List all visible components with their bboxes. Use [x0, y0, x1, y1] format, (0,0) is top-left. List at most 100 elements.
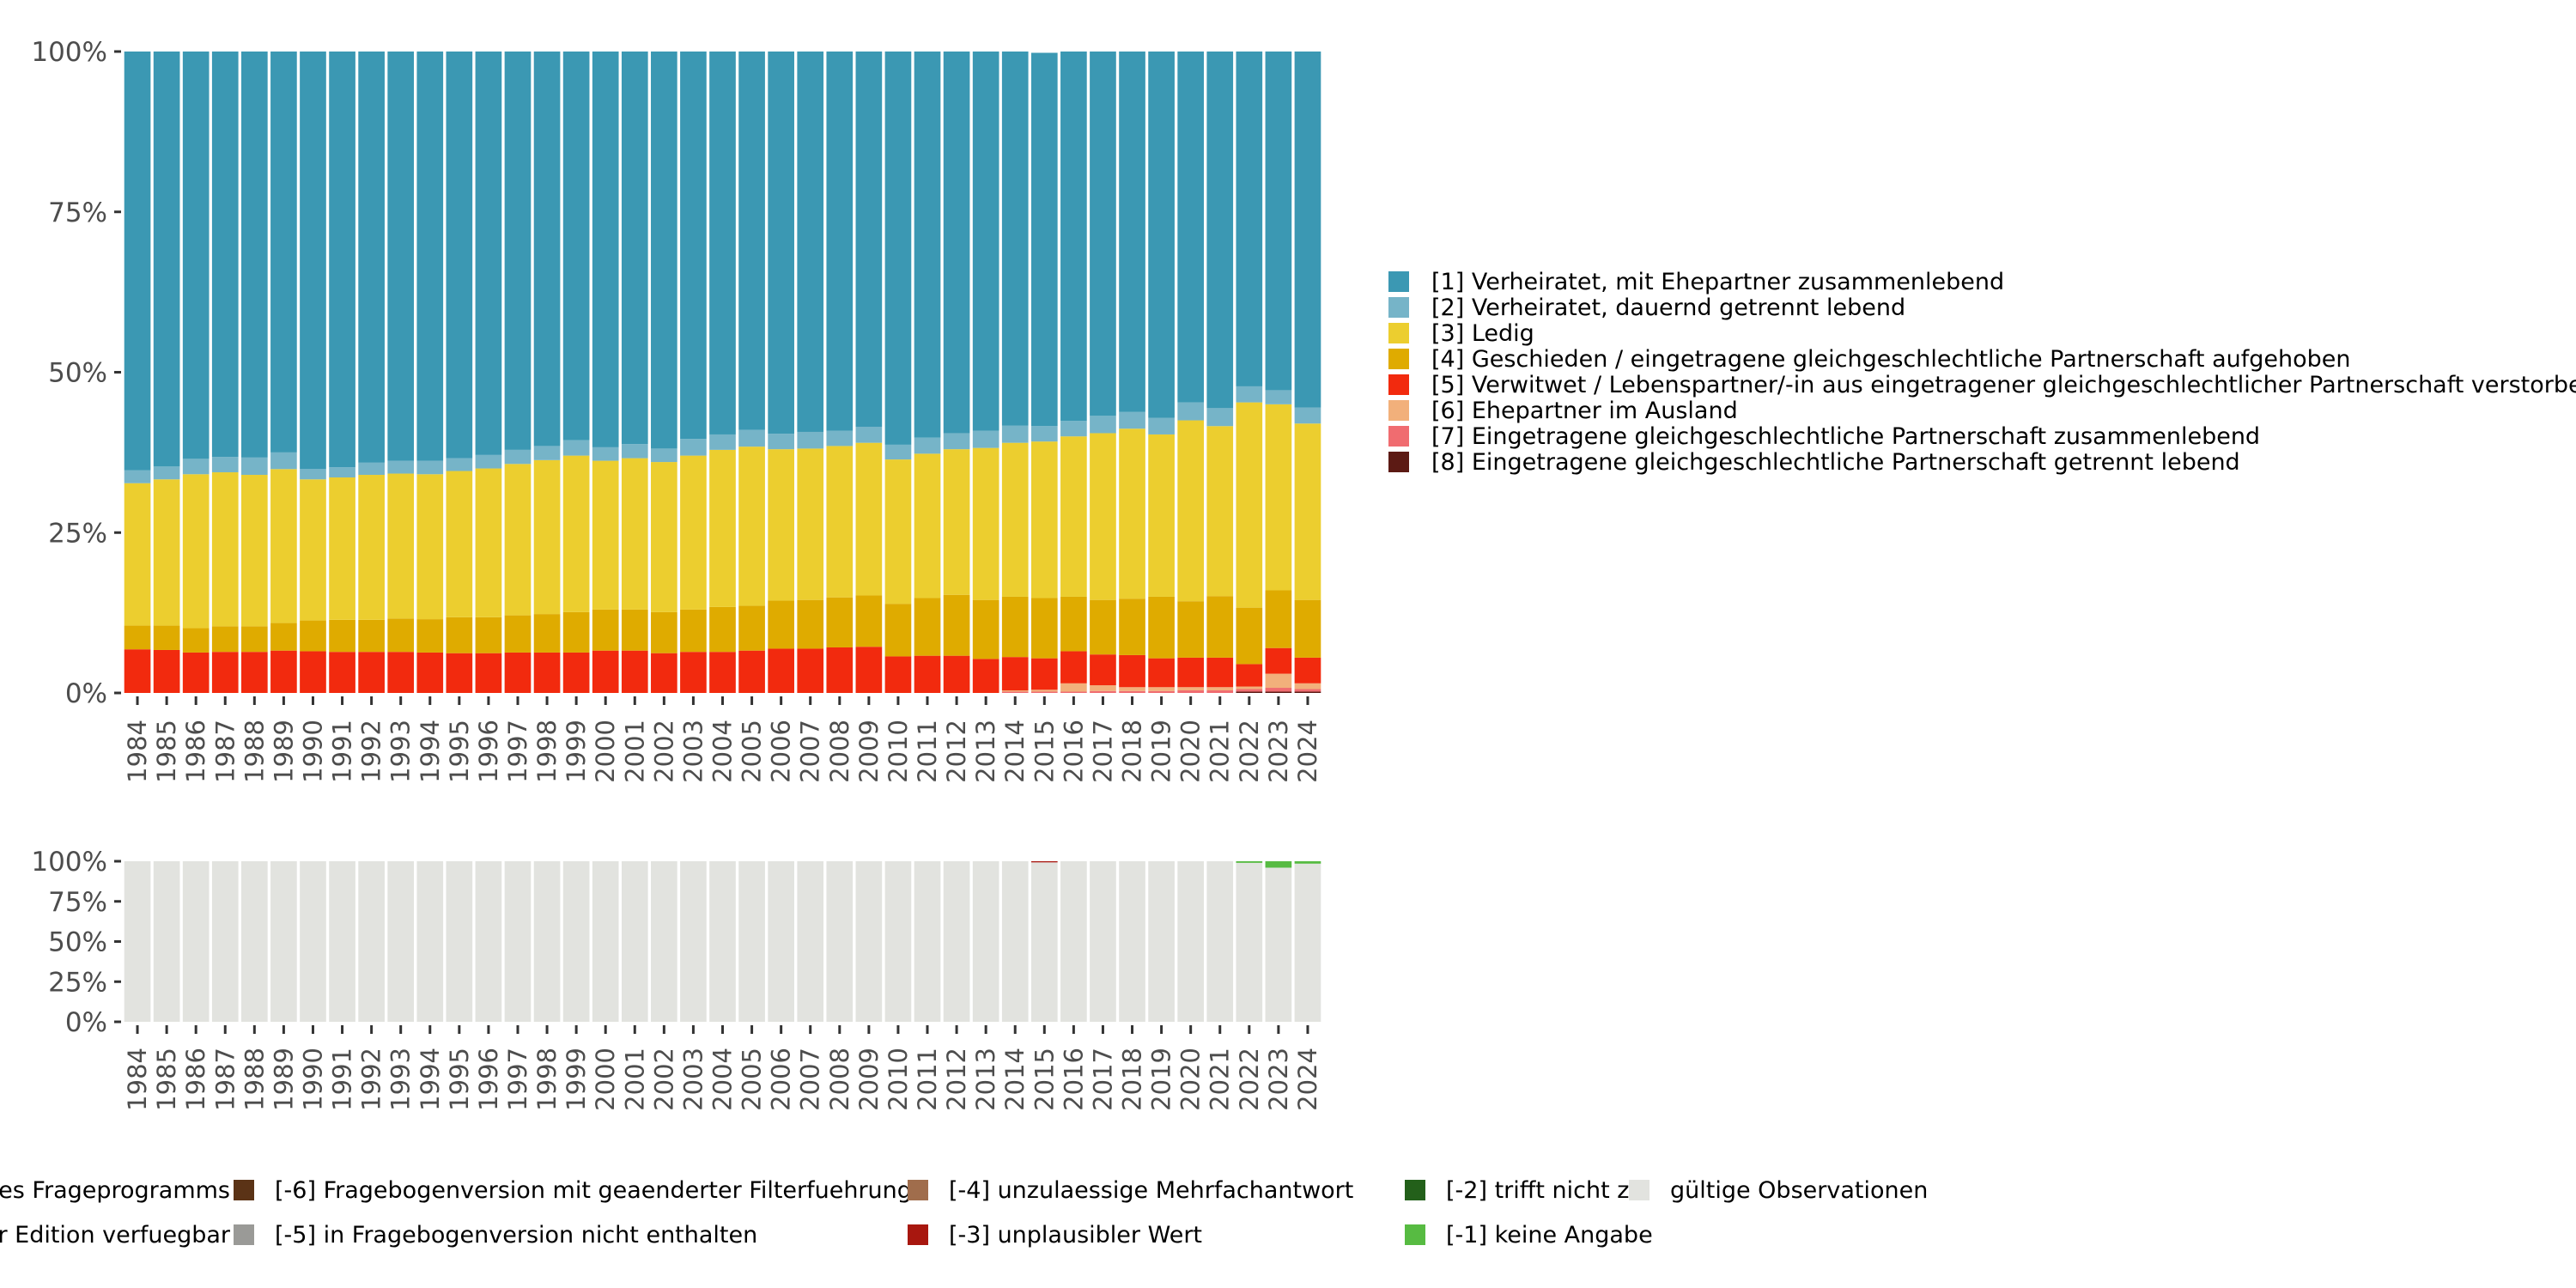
- top-bar-2001-1-verheiratet-mit-ehepar: [621, 52, 648, 445]
- top-bar-2012-3-ledig: [943, 449, 970, 595]
- bottom-bar-2016-g-ltige-observationen: [1060, 861, 1087, 1022]
- top-bar-2020-1-verheiratet-mit-ehepar: [1177, 52, 1205, 403]
- bottom-bar-2013-g-ltige-observationen: [972, 861, 999, 1022]
- top-bar-2020-3-ledig: [1177, 420, 1205, 602]
- bottom-x-tick-label-2016: 2016: [1059, 1048, 1088, 1111]
- top-bar-2003-4-geschieden-eingetragen: [680, 609, 707, 653]
- right-legend-label: [2] Verheiratet, dauernd getrennt lebend: [1431, 295, 1905, 321]
- bottom-bar-2002-g-ltige-observationen: [651, 861, 677, 1022]
- bottom-bar-2020-g-ltige-observationen: [1177, 861, 1205, 1022]
- bottom-x-tick-label-2022: 2022: [1235, 1048, 1264, 1111]
- top-bar-2015-5-verwitwet-lebenspartne: [1030, 658, 1058, 690]
- top-bar-2018-5-verwitwet-lebenspartne: [1119, 654, 1145, 688]
- top-bar-1987-1-verheiratet-mit-ehepar: [211, 52, 239, 458]
- top-bar-2023-5-verwitwet-lebenspartne: [1265, 647, 1292, 674]
- top-bar-1998-1-verheiratet-mit-ehepar: [533, 52, 561, 447]
- bottom-bar-1999-g-ltige-observationen: [562, 861, 590, 1022]
- bottom-bar-2006-g-ltige-observationen: [768, 861, 794, 1022]
- top-bar-2021-3-ledig: [1206, 426, 1234, 597]
- bottom-panel: 0%25%50%75%100%1984 1985 1986 1987 1988 1989 1…: [31, 847, 1322, 1111]
- bottom-bar-2009-g-ltige-observationen: [855, 861, 883, 1022]
- top-bar-2016-4-geschieden-eingetragen: [1060, 596, 1087, 652]
- bottom-x-tick-label-2021: 2021: [1206, 1048, 1235, 1111]
- top-bar-2016-6-ehepartner-im-ausland: [1060, 683, 1087, 692]
- top-bar-1986-4-geschieden-eingetragen: [182, 628, 210, 653]
- top-bar-2005-1-verheiratet-mit-ehepar: [738, 52, 765, 430]
- top-x-tick-label-1989: 1989: [269, 720, 298, 783]
- top-bar-2002-1-verheiratet-mit-ehepar: [651, 52, 677, 449]
- bottom-bar-2018-g-ltige-observationen: [1119, 861, 1145, 1022]
- bottom-x-tick-label-2000: 2000: [591, 1048, 620, 1111]
- top-x-tick-label-2006: 2006: [767, 720, 796, 783]
- top-bar-1986-3-ledig: [182, 474, 210, 629]
- bottom-bar-2001-g-ltige-observationen: [621, 861, 648, 1022]
- bottom-bar-2015-g-ltige-observationen: [1030, 862, 1058, 1022]
- top-bar-2009-3-ledig: [855, 442, 883, 596]
- top-bar-1989-4-geschieden-eingetragen: [270, 623, 297, 651]
- top-bar-2007-3-ledig: [797, 448, 824, 600]
- bottom-bar-2022-g-ltige-observationen: [1236, 862, 1263, 1022]
- top-bar-1987-2-verheiratet-dauernd-ge: [211, 457, 239, 473]
- bottom-bar-2007-g-ltige-observationen: [797, 861, 824, 1022]
- bottom-bar-1989-g-ltige-observationen: [270, 861, 297, 1022]
- top-bar-2007-4-geschieden-eingetragen: [797, 599, 824, 649]
- bottom-bar-1990-g-ltige-observationen: [300, 861, 326, 1022]
- top-bar-2009-1-verheiratet-mit-ehepar: [855, 52, 883, 427]
- bottom-x-tick-label-1990: 1990: [298, 1048, 327, 1111]
- top-bar-2023-6-ehepartner-im-ausland: [1265, 673, 1292, 689]
- top-bar-2011-5-verwitwet-lebenspartne: [914, 655, 941, 693]
- top-bar-2003-5-verwitwet-lebenspartne: [680, 652, 707, 693]
- top-bar-2006-5-verwitwet-lebenspartne: [768, 648, 794, 693]
- top-y-tick-label: 100%: [31, 37, 107, 68]
- top-bar-1984-4-geschieden-eingetragen: [124, 625, 151, 650]
- top-x-tick-label-2017: 2017: [1088, 720, 1117, 783]
- top-bar-2003-2-verheiratet-dauernd-ge: [680, 439, 707, 456]
- top-bar-1993-2-verheiratet-dauernd-ge: [387, 460, 415, 474]
- top-bar-1999-3-ledig: [562, 455, 590, 612]
- top-bar-1991-1-verheiratet-mit-ehepar: [329, 52, 355, 468]
- top-bar-2018-4-geschieden-eingetragen: [1119, 598, 1145, 655]
- top-x-tick-label-2016: 2016: [1059, 720, 1088, 783]
- bottom-y-tick-label: 50%: [48, 927, 107, 958]
- top-bar-2004-2-verheiratet-dauernd-ge: [709, 434, 736, 450]
- top-bar-2010-2-verheiratet-dauernd-ge: [884, 444, 912, 460]
- bottom-bar-2017-g-ltige-observationen: [1090, 861, 1116, 1022]
- bottom-x-tick-label-2008: 2008: [825, 1048, 854, 1111]
- bottom-y-tick-label: 100%: [31, 847, 107, 878]
- bottom-bar-1992-g-ltige-observationen: [358, 861, 385, 1022]
- bottom-legend-label: [-5] in Fragebogenversion nicht enthalte…: [275, 1222, 757, 1249]
- top-y-tick-label: 0%: [65, 678, 107, 709]
- top-x-tick-label-2015: 2015: [1030, 720, 1059, 783]
- bottom-bar-1997-g-ltige-observationen: [504, 861, 532, 1022]
- bottom-bar-2022-1-keine-angabe: [1236, 861, 1263, 863]
- top-bar-2018-1-verheiratet-mit-ehepar: [1119, 52, 1145, 412]
- bottom-x-tick-label-2006: 2006: [767, 1048, 796, 1111]
- top-bar-2008-1-verheiratet-mit-ehepar: [826, 52, 854, 431]
- bottom-bar-1987-g-ltige-observationen: [211, 861, 239, 1022]
- right-legend-swatch: [1388, 349, 1409, 369]
- top-bar-1989-3-ledig: [270, 469, 297, 623]
- top-bar-2022-3-ledig: [1236, 402, 1263, 608]
- top-bar-1984-1-verheiratet-mit-ehepar: [124, 52, 151, 471]
- top-bar-1998-3-ledig: [533, 459, 561, 615]
- bottom-bar-2015-3-unplausibler-wert: [1030, 861, 1058, 863]
- top-bar-1995-2-verheiratet-dauernd-ge: [446, 458, 473, 471]
- top-bar-1997-3-ledig: [504, 464, 532, 616]
- top-bar-1987-5-verwitwet-lebenspartne: [211, 652, 239, 693]
- bottom-bar-2011-g-ltige-observationen: [914, 861, 941, 1022]
- top-bar-2000-2-verheiratet-dauernd-ge: [592, 447, 619, 461]
- top-bar-2017-1-verheiratet-mit-ehepar: [1090, 52, 1116, 416]
- top-bar-1999-5-verwitwet-lebenspartne: [562, 652, 590, 693]
- top-bar-2023-1-verheiratet-mit-ehepar: [1265, 52, 1292, 391]
- top-bar-1997-2-verheiratet-dauernd-ge: [504, 449, 532, 465]
- top-bar-2005-2-verheiratet-dauernd-ge: [738, 429, 765, 447]
- top-bar-1990-5-verwitwet-lebenspartne: [300, 651, 326, 693]
- top-bar-2011-2-verheiratet-dauernd-ge: [914, 437, 941, 454]
- top-x-tick-label-1990: 1990: [298, 720, 327, 783]
- right-legend-label: [5] Verwitwet / Lebenspartner/-in aus ei…: [1431, 372, 2576, 398]
- top-bar-2018-2-verheiratet-dauernd-ge: [1119, 411, 1145, 429]
- top-bar-2023-2-verheiratet-dauernd-ge: [1265, 390, 1292, 404]
- top-bar-2023-4-geschieden-eingetragen: [1265, 590, 1292, 648]
- top-x-tick-label-1993: 1993: [386, 720, 416, 783]
- bottom-x-tick-label-1987: 1987: [210, 1048, 240, 1111]
